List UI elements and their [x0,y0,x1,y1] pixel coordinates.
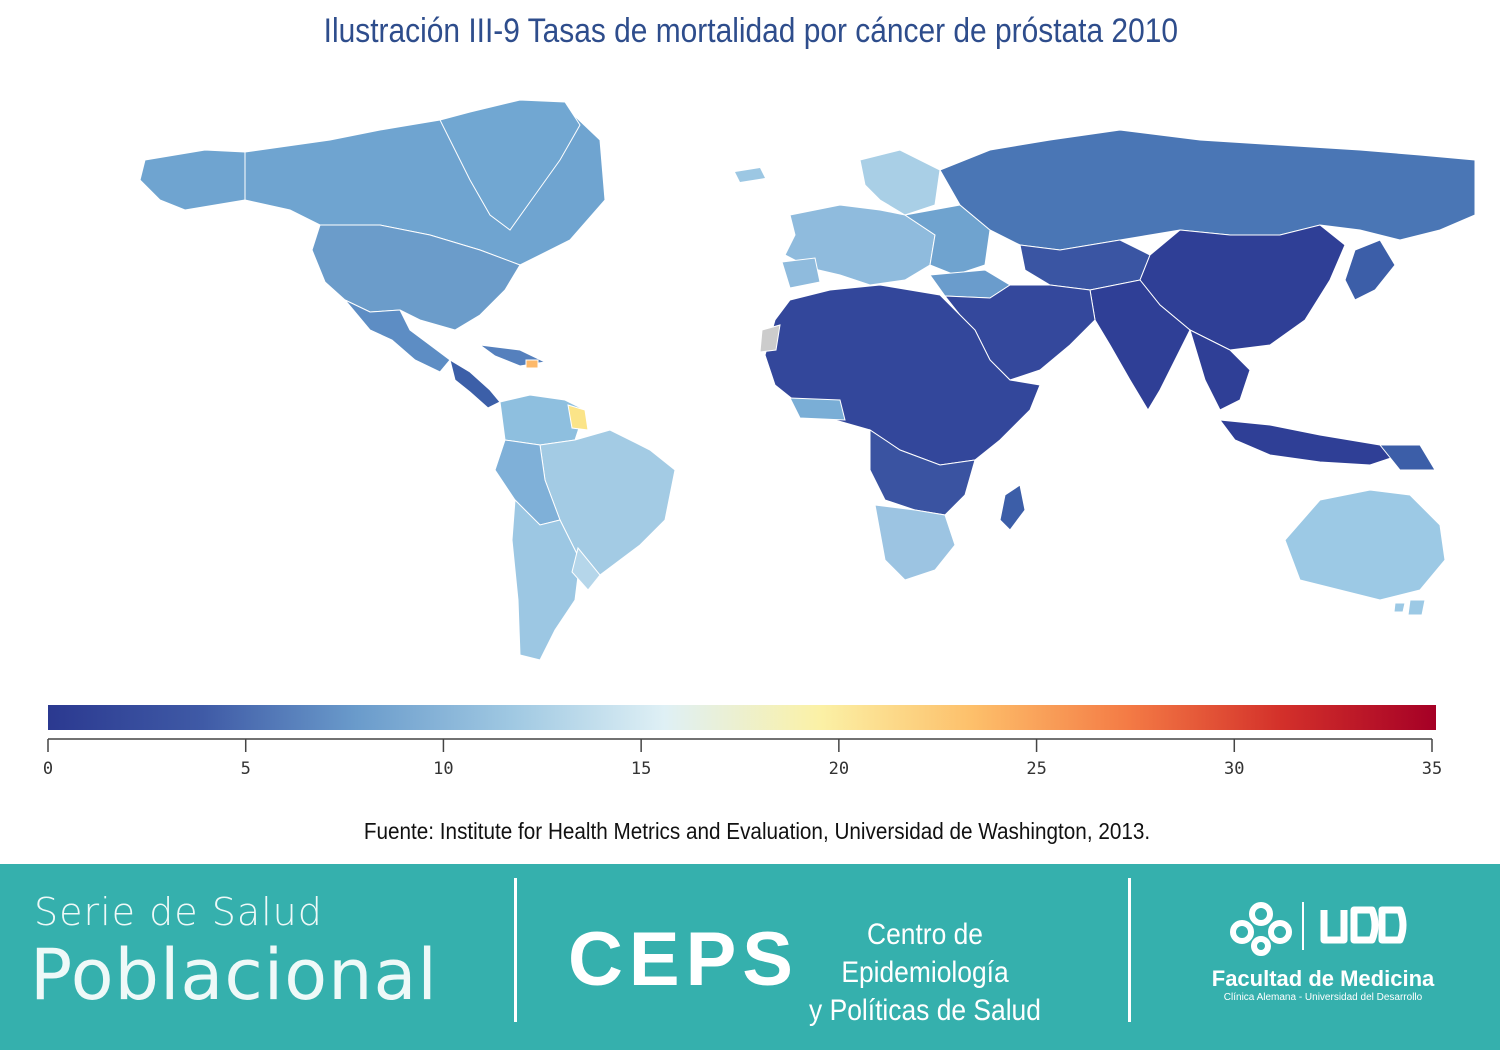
footer-banner: Serie de Salud Poblacional CEPS Centro d… [0,864,1500,1050]
australia [1284,489,1446,601]
greenland [439,99,581,231]
color-scale-legend: 0 5 10 15 20 25 30 35 [43,705,1442,779]
map-title: Ilustración III-9 Tasas de mortalidad po… [323,12,1178,50]
faculty-name: Facultad de Medicina [1211,966,1435,991]
series-name-line2: Poblacional [30,934,438,1016]
west-africa-coast [789,397,846,421]
uruguay-paraguay [571,546,601,591]
ceps-subtitle: Centro de Epidemiología y Políticas de S… [801,916,1049,1030]
western-europe [784,204,936,286]
series-name-line1: Serie de Salud [34,890,323,934]
argentina-chile [511,498,581,661]
scandinavia [859,149,941,216]
legend-tick-label: 15 [631,759,651,779]
color-scale-bar [48,705,1436,730]
legend-tick-label: 20 [829,759,849,779]
guyana [567,404,589,431]
faculty-subtitle: Clínica Alemana - Universidad del Desarr… [1223,992,1423,1003]
iberia [781,257,821,289]
central-america [449,358,501,409]
new-zealand [1407,599,1426,616]
ceps-subtitle-line2: y Políticas de Salud [809,994,1041,1027]
southern-africa [874,504,956,581]
footer-divider-left [514,878,517,1022]
iceland [735,168,765,182]
ceps-logo-text: CEPS [568,917,799,1002]
indonesia [1218,419,1402,466]
asia [1019,224,1436,471]
western-sahara [759,324,781,353]
footer-divider-right [1128,878,1131,1022]
alaska [139,149,246,211]
oceania [1284,489,1446,616]
india [1089,279,1191,411]
ceps-subtitle-line1: Centro de Epidemiología [841,918,1009,989]
usa [311,224,521,331]
south-america [494,394,676,661]
source-note: Fuente: Institute for Health Metrics and… [363,818,1151,844]
europe [781,149,1011,299]
russia [939,129,1476,251]
africa [759,284,1041,581]
world-choropleth-map [139,99,1476,661]
central-east-africa [869,429,976,516]
legend-tick-label: 5 [241,759,251,779]
udd-cross-logo-icon [1230,902,1292,956]
logo-separator [1302,902,1304,950]
papua [1378,444,1436,471]
tasmania [1393,602,1406,613]
legend-tick-label: 10 [433,759,453,779]
legend-tick-label: 0 [43,759,53,779]
southeast-asia [1189,329,1251,411]
haiti-hot [525,359,539,369]
udd-logo [1320,906,1407,944]
madagascar [999,484,1026,531]
japan-korea [1344,239,1396,301]
legend-tick-label: 30 [1224,759,1244,779]
legend-tick-label: 25 [1026,759,1046,779]
legend-tick-label: 35 [1422,759,1442,779]
north-africa [764,284,1041,466]
